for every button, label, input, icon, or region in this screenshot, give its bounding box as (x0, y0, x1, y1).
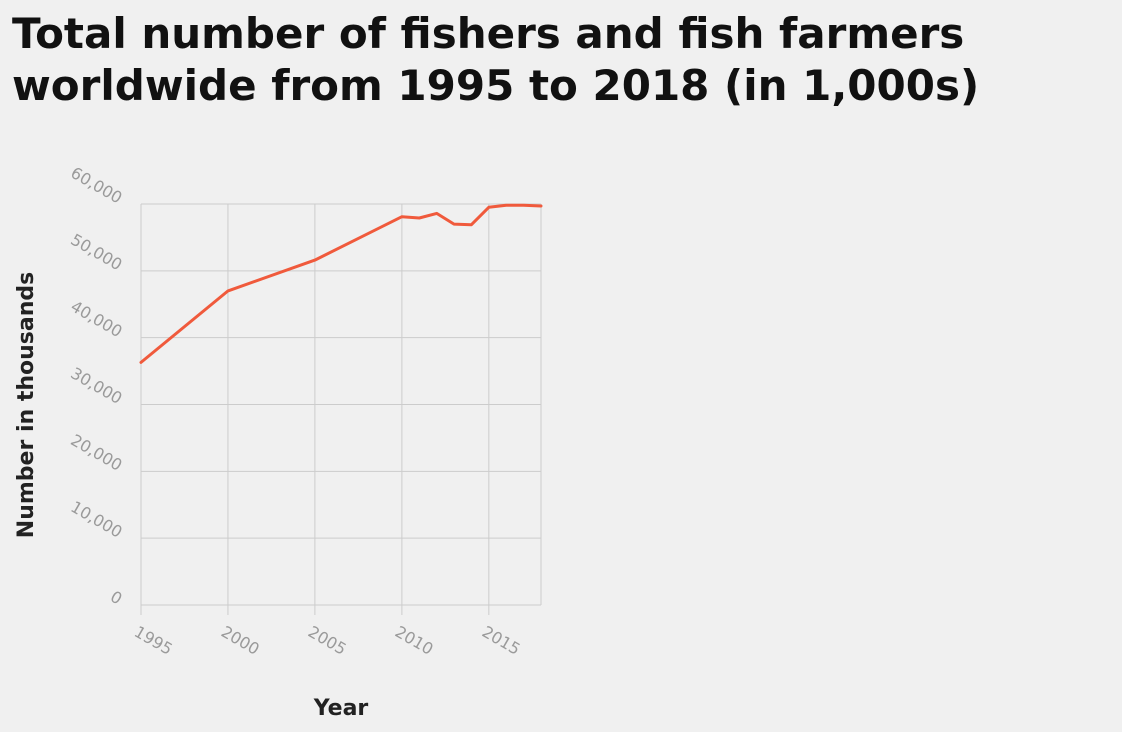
x-axis-ticks: 1995 2000 2005 2010 2015 (131, 622, 524, 659)
x-axis-label: Year (313, 696, 369, 721)
grid-lines (141, 204, 541, 615)
y-tick-label: 30,000 (68, 364, 126, 408)
x-tick-label: 2010 (392, 622, 437, 659)
x-tick-label: 2015 (479, 622, 524, 659)
y-axis-ticks: 0 10,000 20,000 30,000 40,000 50,000 60,000 (68, 163, 126, 608)
y-tick-label: 50,000 (68, 230, 126, 274)
series-group (141, 205, 541, 362)
y-tick-label: 40,000 (68, 297, 126, 341)
y-axis-label: Number in thousands (14, 272, 39, 538)
x-tick-label: 2005 (305, 622, 350, 659)
x-tick-label: 2000 (218, 622, 263, 659)
y-tick-label: 0 (107, 587, 125, 609)
y-tick-label: 10,000 (68, 497, 126, 541)
y-tick-label: 20,000 (68, 430, 126, 474)
y-tick-label: 60,000 (68, 163, 126, 207)
x-tick-label: 1995 (131, 622, 176, 659)
series-line (141, 205, 541, 362)
